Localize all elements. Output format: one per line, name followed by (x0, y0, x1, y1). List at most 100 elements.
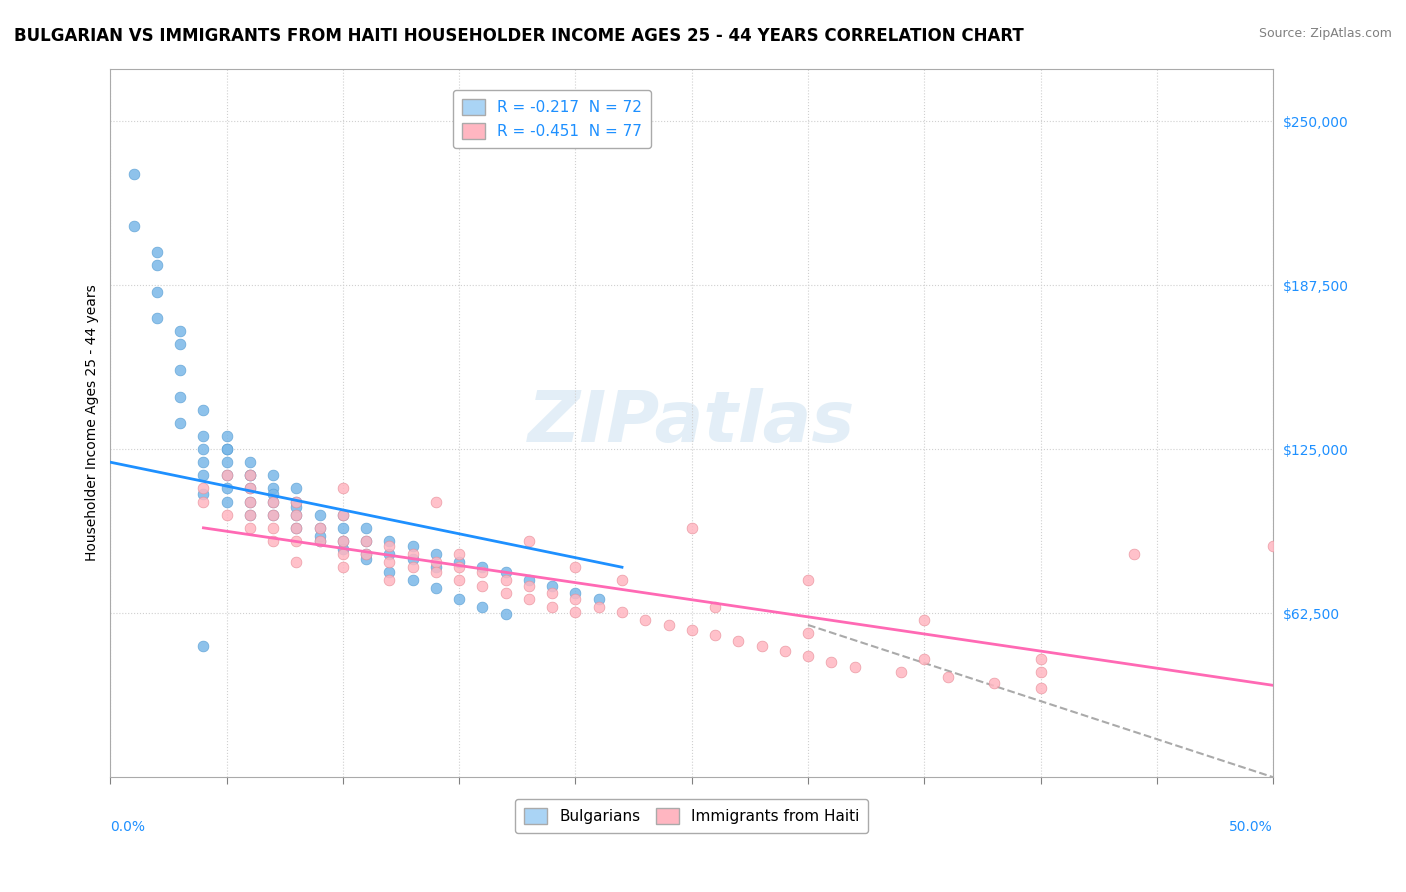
Point (169, 416, 191, 430)
Point (239, 455, 262, 469)
Point (193, 639, 215, 653)
Point (471, 599, 494, 614)
Point (449, 591, 471, 606)
Point (495, 566, 517, 580)
Point (541, 586, 564, 600)
Point (239, 468, 262, 483)
Point (773, 644, 796, 658)
Point (215, 442, 238, 456)
Point (215, 455, 238, 469)
Point (285, 500, 308, 514)
Point (262, 521, 284, 535)
Point (425, 555, 447, 569)
Point (122, 219, 145, 233)
Point (262, 508, 284, 522)
Legend: Bulgarians, Immigrants from Haiti: Bulgarians, Immigrants from Haiti (515, 799, 869, 833)
Point (262, 468, 284, 483)
Point (564, 605, 586, 619)
Point (262, 494, 284, 508)
Point (354, 547, 377, 561)
Point (169, 363, 191, 377)
Point (378, 555, 401, 569)
Point (285, 533, 308, 548)
Point (332, 508, 354, 522)
Point (517, 578, 540, 592)
Point (495, 574, 517, 588)
Text: 50.0%: 50.0% (1229, 820, 1272, 834)
Point (1029, 665, 1052, 680)
Point (285, 494, 308, 508)
Point (471, 560, 494, 574)
Point (588, 599, 610, 614)
Point (681, 521, 703, 535)
Point (657, 618, 679, 632)
Point (332, 533, 354, 548)
Point (354, 552, 377, 566)
Point (285, 521, 308, 535)
Point (588, 591, 610, 606)
Point (215, 442, 238, 456)
Point (332, 533, 354, 548)
Point (354, 533, 377, 548)
Point (983, 675, 1005, 690)
Point (378, 547, 401, 561)
Point (517, 533, 540, 548)
Point (634, 613, 657, 627)
Point (308, 508, 330, 522)
Point (820, 655, 842, 669)
Point (332, 521, 354, 535)
Point (797, 574, 820, 588)
Text: ZIPatlas: ZIPatlas (529, 388, 855, 458)
Point (425, 560, 447, 574)
Point (425, 547, 447, 561)
Point (495, 586, 517, 600)
Point (402, 547, 425, 561)
Point (239, 508, 262, 522)
Point (936, 670, 959, 684)
Point (215, 508, 238, 522)
Point (890, 665, 912, 680)
Point (425, 581, 447, 595)
Point (239, 482, 262, 496)
Point (193, 494, 215, 508)
Point (215, 468, 238, 483)
Point (378, 566, 401, 580)
Point (169, 324, 191, 338)
Point (193, 486, 215, 500)
Point (308, 533, 330, 548)
Point (193, 468, 215, 483)
Point (354, 533, 377, 548)
Point (402, 574, 425, 588)
Point (564, 591, 586, 606)
Point (402, 560, 425, 574)
Point (308, 521, 330, 535)
Text: BULGARIAN VS IMMIGRANTS FROM HAITI HOUSEHOLDER INCOME AGES 25 - 44 YEARS CORRELA: BULGARIAN VS IMMIGRANTS FROM HAITI HOUSE… (14, 27, 1024, 45)
Point (495, 607, 517, 622)
Point (146, 285, 169, 299)
Point (681, 624, 703, 638)
Point (193, 442, 215, 456)
Point (564, 586, 586, 600)
Point (378, 533, 401, 548)
Point (146, 245, 169, 260)
Point (610, 605, 633, 619)
Point (425, 566, 447, 580)
Point (239, 494, 262, 508)
Point (308, 533, 330, 548)
Point (449, 574, 471, 588)
Point (425, 494, 447, 508)
Point (402, 539, 425, 553)
Point (308, 521, 330, 535)
Point (332, 560, 354, 574)
Point (193, 402, 215, 417)
Point (797, 649, 820, 664)
Point (844, 660, 866, 674)
Text: Source: ZipAtlas.com: Source: ZipAtlas.com (1258, 27, 1392, 40)
Point (285, 494, 308, 508)
Point (215, 468, 238, 483)
Y-axis label: Householder Income Ages 25 - 44 years: Householder Income Ages 25 - 44 years (86, 285, 100, 561)
Point (1029, 652, 1052, 666)
Point (378, 574, 401, 588)
Point (262, 494, 284, 508)
Point (262, 533, 284, 548)
